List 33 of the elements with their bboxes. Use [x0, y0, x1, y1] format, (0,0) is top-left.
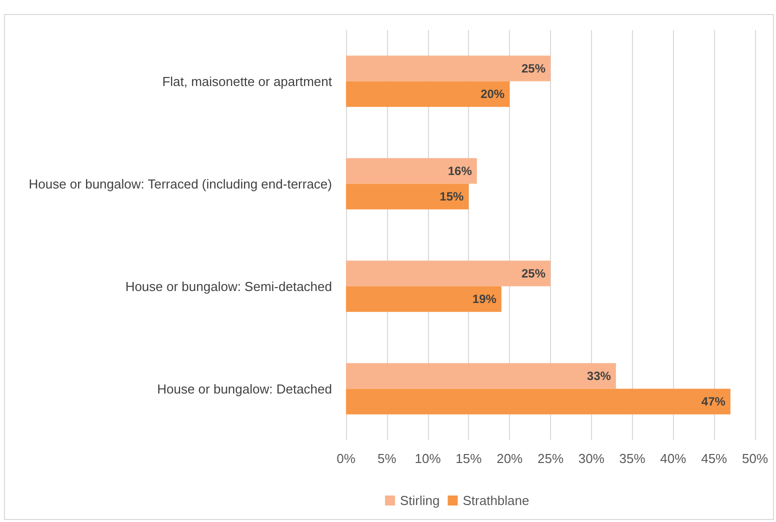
data-label: 20%: [480, 87, 505, 102]
x-tick-label: 30%: [578, 451, 605, 466]
bar: [346, 158, 477, 184]
y-tick-label: House or bungalow: Detached: [157, 381, 332, 396]
bar: [346, 286, 502, 312]
x-tick-label: 25%: [537, 451, 564, 466]
legend-label: Stirling: [400, 493, 440, 508]
y-tick-label: House or bungalow: Semi-detached: [125, 278, 332, 294]
x-tick-label: 35%: [619, 451, 646, 466]
x-tick-label: 40%: [660, 451, 687, 466]
bar: [346, 184, 469, 210]
bar: [346, 260, 550, 286]
x-tick-label: 5%: [378, 451, 397, 466]
data-label: 47%: [701, 394, 726, 409]
data-label: 16%: [448, 164, 472, 178]
bar: [346, 388, 730, 414]
x-tick-label: 45%: [701, 451, 728, 466]
x-tick-label: 20%: [496, 451, 524, 466]
data-label: 19%: [472, 292, 497, 306]
x-tick-label: 15%: [456, 451, 482, 466]
bar: [346, 81, 510, 107]
data-label: 33%: [586, 368, 612, 383]
y-tick-label: Flat, maisonette or apartment: [162, 74, 332, 89]
data-label: 15%: [440, 190, 464, 204]
data-label: 25%: [521, 61, 546, 76]
y-tick-label: House or bungalow: Terraced (including end-terrace): [28, 176, 332, 192]
bar: [346, 363, 616, 389]
x-tick-label: 10%: [414, 451, 442, 466]
x-tick-label: 0%: [336, 451, 356, 466]
x-tick-label: 50%: [742, 451, 768, 466]
data-label: 25%: [521, 266, 546, 280]
bar: [346, 56, 550, 82]
legend-label: Strathblane: [462, 493, 530, 508]
